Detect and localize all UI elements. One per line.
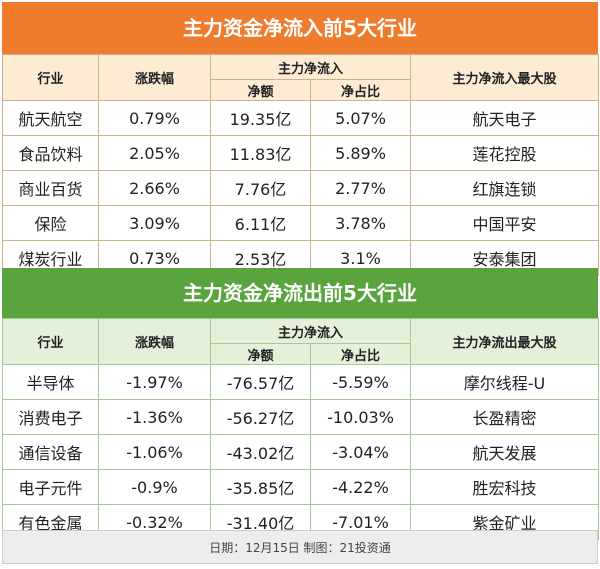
ratio-cell: -10.03% [309,399,412,435]
stock-cell: 长盈精密 [410,399,600,435]
col-amount-header: 净额 [210,343,311,365]
industry-cell: 消费电子 [2,399,99,435]
amount-cell: -35.85亿 [210,469,311,505]
industry-cell: 商业百货 [2,170,99,206]
outflow-table: 行业 涨跌幅 主力净流入 主力净流出最大股 净额 净占比 半导体 -1.97% … [2,318,600,540]
table-row: 食品饮料 2.05% 11.83亿 5.89% 莲花控股 [2,135,600,171]
industry-cell: 半导体 [2,364,99,400]
table-row: 电子元件 -0.9% -35.85亿 -4.22% 胜宏科技 [2,469,600,505]
ratio-cell: -4.22% [309,469,412,505]
stock-cell: 摩尔线程-U [410,364,600,400]
change-cell: 3.09% [98,205,211,241]
table-row: 消费电子 -1.36% -56.27亿 -10.03% 长盈精密 [2,399,600,435]
industry-cell: 电子元件 [2,469,99,505]
amount-cell: -56.27亿 [210,399,311,435]
industry-cell: 保险 [2,205,99,241]
ratio-cell: -5.59% [309,364,412,400]
ratio-cell: 2.77% [309,170,412,206]
stock-cell: 航天发展 [410,434,600,470]
table-row: 商业百货 2.66% 7.76亿 2.77% 红旗连锁 [2,170,600,206]
inflow-title: 主力资金净流入前5大行业 [2,2,598,54]
industry-cell: 食品饮料 [2,135,99,171]
ratio-cell: -3.04% [309,434,412,470]
stock-cell: 航天电子 [410,100,600,136]
ratio-cell: 5.07% [309,100,412,136]
amount-cell: -43.02亿 [210,434,311,470]
col-amount-header: 净额 [210,79,311,101]
col-industry-header: 行业 [2,318,99,365]
table-row: 保险 3.09% 6.11亿 3.78% 中国平安 [2,205,600,241]
col-change-header: 涨跌幅 [98,318,211,365]
change-cell: -1.36% [98,399,211,435]
industry-cell: 通信设备 [2,434,99,470]
col-change-header: 涨跌幅 [98,54,211,101]
ratio-cell: 5.89% [309,135,412,171]
amount-cell: 6.11亿 [210,205,311,241]
change-cell: 2.66% [98,170,211,206]
stock-cell: 红旗连锁 [410,170,600,206]
industry-cell: 航天航空 [2,100,99,136]
col-top-stock-header: 主力净流入最大股 [410,54,600,101]
amount-cell: 19.35亿 [210,100,311,136]
col-group-header: 主力净流入 [209,54,412,80]
table-row: 半导体 -1.97% -76.57亿 -5.59% 摩尔线程-U [2,364,600,400]
outflow-title: 主力资金净流出前5大行业 [2,268,598,318]
change-cell: 0.79% [98,100,211,136]
change-cell: 2.05% [98,135,211,171]
footer-credit: 日期：12月15日 制图：21投资通 [2,530,598,564]
table-row: 航天航空 0.79% 19.35亿 5.07% 航天电子 [2,100,600,136]
ratio-cell: 3.78% [309,205,412,241]
stock-cell: 胜宏科技 [410,469,600,505]
stock-cell: 中国平安 [410,205,600,241]
change-cell: -1.06% [98,434,211,470]
change-cell: -0.9% [98,469,211,505]
inflow-table: 行业 涨跌幅 主力净流入 主力净流入最大股 净额 净占比 航天航空 0.79% … [2,54,600,276]
stock-cell: 莲花控股 [410,135,600,171]
col-ratio-header: 净占比 [309,79,412,101]
col-industry-header: 行业 [2,54,99,101]
change-cell: -1.97% [98,364,211,400]
col-ratio-header: 净占比 [309,343,412,365]
amount-cell: 7.76亿 [210,170,311,206]
amount-cell: 11.83亿 [210,135,311,171]
table-row: 通信设备 -1.06% -43.02亿 -3.04% 航天发展 [2,434,600,470]
col-top-stock-header: 主力净流出最大股 [410,318,600,365]
amount-cell: -76.57亿 [210,364,311,400]
col-group-header: 主力净流入 [209,318,412,344]
